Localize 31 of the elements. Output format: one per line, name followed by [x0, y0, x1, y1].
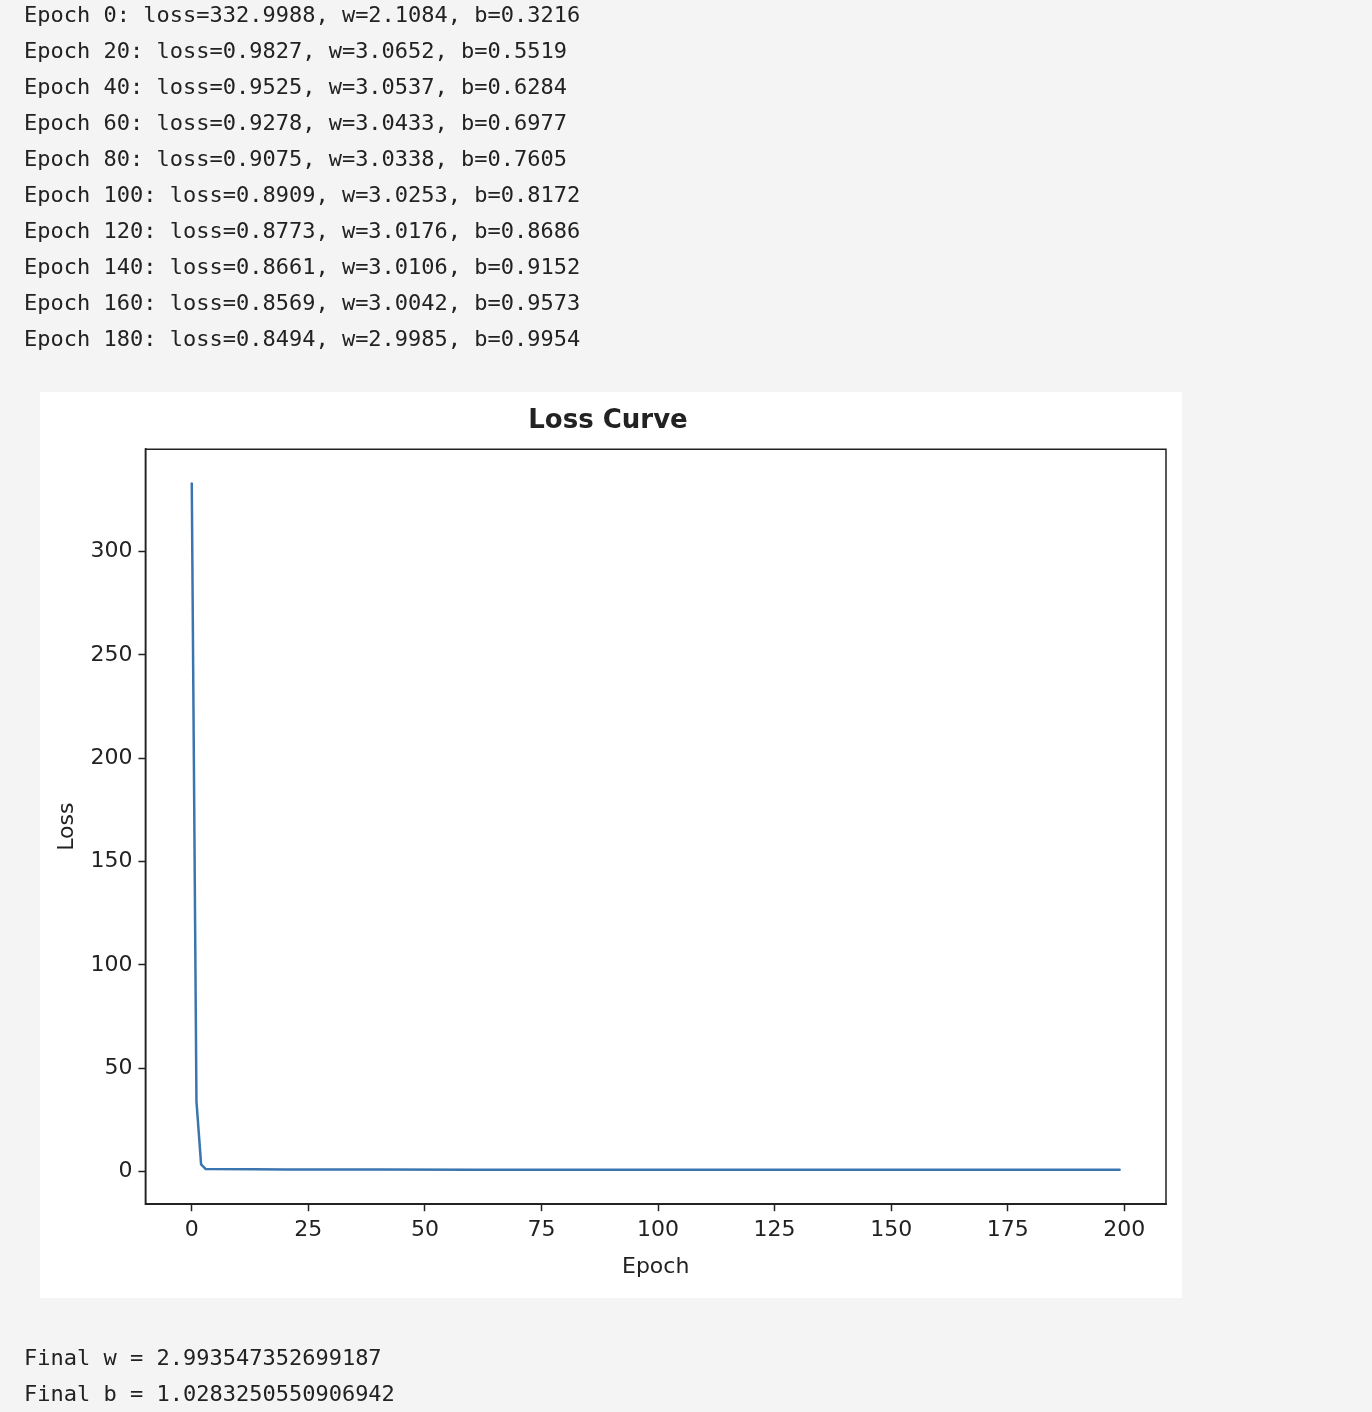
- y-tick-label: 200: [90, 744, 133, 770]
- x-tick-label: 100: [637, 1216, 680, 1242]
- text: Epoch 180: loss=0.8494, w=2.9985, b=0.9954: [24, 325, 581, 353]
- text: Epoch 160: loss=0.8569, w=3.0042, b=0.9573: [24, 289, 581, 317]
- y-tick-label: 0: [118, 1157, 133, 1183]
- x-tick-label: 175: [986, 1216, 1029, 1242]
- y-tick-label: 300: [90, 537, 133, 563]
- y-tick-label: 100: [90, 950, 133, 976]
- y-axis-title: Loss: [52, 802, 78, 851]
- y-tick-label: 250: [90, 640, 133, 666]
- chart-title: Loss Curve: [528, 404, 688, 435]
- x-tick-label: 150: [870, 1216, 913, 1242]
- text: Epoch 20: loss=0.9827, w=3.0652, b=0.5519: [24, 37, 569, 65]
- text: Epoch 0: loss=332.9988, w=2.1084, b=0.3216: [24, 1, 581, 29]
- y-tick-label: 150: [90, 847, 133, 873]
- x-tick-label: 200: [1103, 1216, 1146, 1242]
- x-tick-label: 25: [294, 1216, 323, 1242]
- text: Epoch 140: loss=0.8661, w=3.0106, b=0.9152: [24, 253, 581, 281]
- text: Epoch 60: loss=0.9278, w=3.0433, b=0.6977: [24, 109, 569, 137]
- text: Epoch 120: loss=0.8773, w=3.0176, b=0.8686: [24, 217, 581, 245]
- x-tick-label: 50: [410, 1216, 439, 1242]
- x-tick-label: 0: [184, 1216, 199, 1242]
- y-tick-label: 50: [104, 1053, 133, 1079]
- text: Epoch 80: loss=0.9075, w=3.0338, b=0.7605: [24, 145, 569, 173]
- x-axis-title: Epoch: [622, 1252, 690, 1278]
- text: Final b = 1.0283250550906942: [24, 1380, 395, 1408]
- text: Epoch 40: loss=0.9525, w=3.0537, b=0.6284: [24, 73, 569, 101]
- text: Epoch 100: loss=0.8909, w=3.0253, b=0.8172: [24, 181, 581, 209]
- text: Final w = 2.993547352699187: [24, 1344, 383, 1372]
- x-tick-label: 75: [527, 1216, 556, 1242]
- x-tick-label: 125: [753, 1216, 796, 1242]
